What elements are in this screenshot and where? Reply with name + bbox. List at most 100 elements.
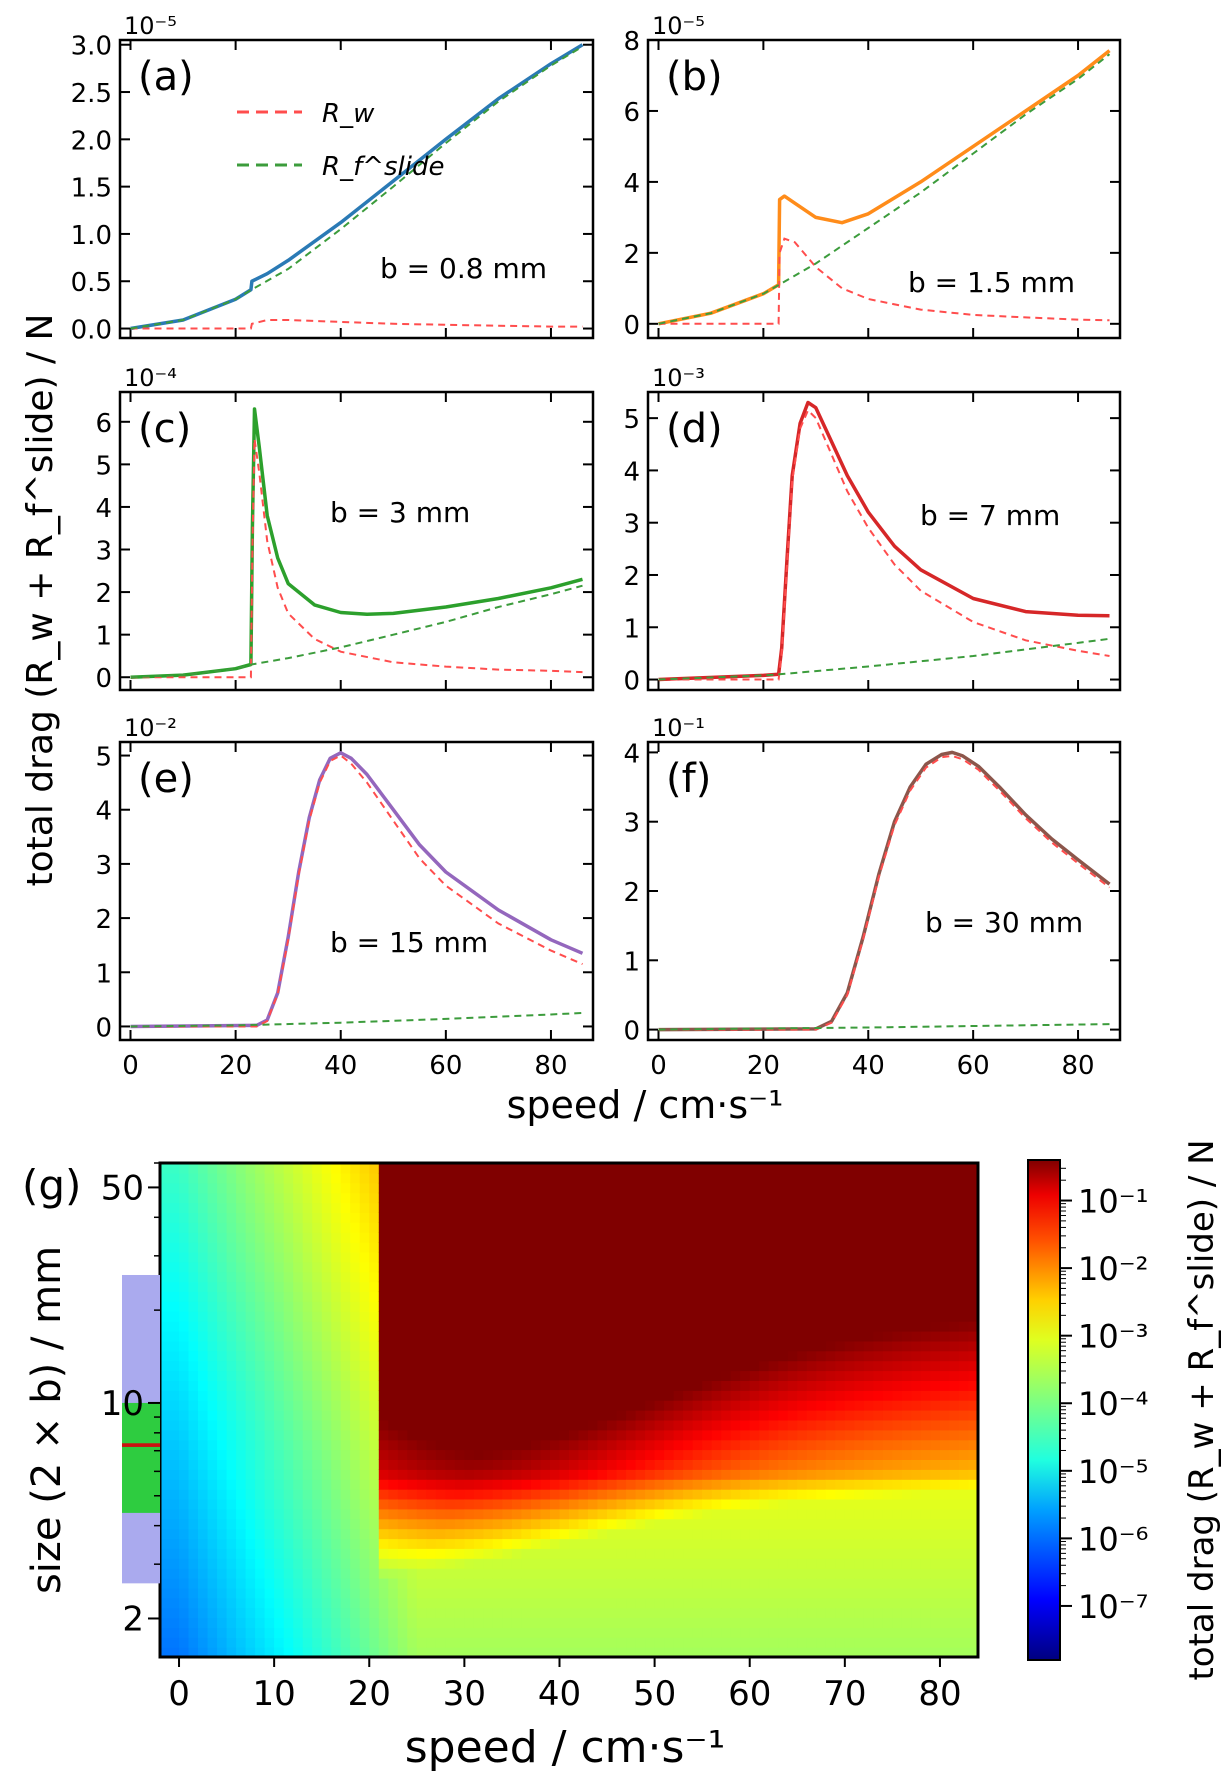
- heatmap-cell: [711, 1597, 722, 1609]
- heatmap-cell: [882, 1410, 893, 1421]
- heatmap-cell: [245, 1568, 256, 1579]
- heatmap-cell: [854, 1587, 865, 1599]
- heatmap-cell: [350, 1419, 361, 1431]
- heatmap-cell: [854, 1508, 865, 1520]
- heatmap-cell: [616, 1429, 627, 1441]
- heatmap-cell: [502, 1163, 513, 1174]
- heatmap-cell: [331, 1380, 342, 1391]
- heatmap-cell: [920, 1172, 931, 1184]
- heatmap-cell: [626, 1400, 637, 1411]
- heatmap-cell: [293, 1232, 304, 1243]
- heatmap-cell: [816, 1449, 827, 1460]
- heatmap-cell: [778, 1340, 789, 1352]
- heatmap-cell: [683, 1163, 694, 1174]
- heatmap-cell: [635, 1489, 646, 1500]
- heatmap-cell: [445, 1331, 456, 1342]
- heatmap-cell: [435, 1222, 446, 1233]
- heatmap-cell: [683, 1271, 694, 1283]
- heatmap-cell: [464, 1202, 475, 1213]
- heatmap-cell: [673, 1370, 684, 1381]
- heatmap-cell: [464, 1271, 475, 1283]
- heatmap-cell: [949, 1182, 960, 1194]
- heatmap-cell: [578, 1370, 589, 1381]
- heatmap-cell: [873, 1489, 884, 1500]
- heatmap-cell: [521, 1202, 532, 1213]
- heatmap-cell: [597, 1400, 608, 1411]
- heatmap-cell: [217, 1271, 228, 1283]
- heatmap-cell: [198, 1568, 209, 1579]
- heatmap-cell: [502, 1647, 513, 1657]
- heatmap-cell: [740, 1291, 751, 1302]
- heatmap-cell: [473, 1607, 484, 1619]
- heatmap-cell: [274, 1439, 285, 1451]
- heatmap-cell: [892, 1350, 903, 1362]
- heatmap-cell: [901, 1390, 912, 1401]
- heatmap-cell: [730, 1498, 741, 1510]
- heatmap-cell: [407, 1202, 418, 1213]
- heatmap-cell: [816, 1528, 827, 1540]
- heatmap-cell: [492, 1202, 503, 1213]
- heatmap-cell: [940, 1360, 951, 1372]
- heatmap-cell: [721, 1350, 732, 1362]
- heatmap-cell: [654, 1192, 665, 1204]
- heatmap-cell: [911, 1617, 922, 1628]
- heatmap-cell: [255, 1597, 266, 1609]
- heatmap-cell: [959, 1469, 970, 1480]
- heatmap-cell: [521, 1321, 532, 1332]
- heatmap-cell: [445, 1251, 456, 1263]
- heatmap-cell: [901, 1578, 912, 1589]
- heatmap-cell: [806, 1281, 817, 1293]
- heatmap-cell: [169, 1172, 180, 1184]
- heatmap-cell: [787, 1390, 798, 1401]
- heatmap-cell: [778, 1182, 789, 1194]
- heatmap-cell: [787, 1212, 798, 1223]
- heatmap-cell: [825, 1508, 836, 1520]
- heatmap-cell: [607, 1242, 618, 1253]
- heatmap-cell: [369, 1321, 380, 1332]
- heatmap-cell: [892, 1301, 903, 1312]
- heatmap-cell: [312, 1439, 323, 1451]
- heatmap-cell: [521, 1558, 532, 1569]
- heatmap-cell: [778, 1232, 789, 1243]
- heatmap-cell: [778, 1192, 789, 1204]
- heatmap-cell: [787, 1242, 798, 1253]
- panel-label: (f): [666, 756, 711, 802]
- heatmap-cell: [588, 1301, 599, 1312]
- heatmap-cell: [435, 1558, 446, 1569]
- heatmap-cell: [359, 1390, 370, 1401]
- heatmap-cell: [759, 1360, 770, 1372]
- heatmap-cell: [892, 1647, 903, 1657]
- heatmap-cell: [968, 1568, 978, 1579]
- heatmap-cell: [245, 1321, 256, 1332]
- xtick-label: 80: [918, 1674, 961, 1714]
- heatmap-cell: [959, 1518, 970, 1530]
- heatmap-cell: [255, 1578, 266, 1589]
- heatmap-cell: [531, 1222, 542, 1233]
- heatmap-cell: [968, 1410, 978, 1421]
- heatmap-cell: [473, 1232, 484, 1243]
- heatmap-cell: [835, 1360, 846, 1372]
- heatmap-cell: [169, 1212, 180, 1223]
- heatmap-cell: [759, 1617, 770, 1628]
- heatmap-cell: [559, 1232, 570, 1243]
- heatmap-cell: [882, 1419, 893, 1431]
- heatmap-cell: [502, 1242, 513, 1253]
- heatmap-cell: [721, 1617, 732, 1628]
- heatmap-cell: [778, 1627, 789, 1638]
- heatmap-cell: [844, 1291, 855, 1302]
- heatmap-cell: [940, 1251, 951, 1263]
- heatmap-cell: [654, 1400, 665, 1411]
- heatmap-cell: [645, 1558, 656, 1569]
- heatmap-cell: [578, 1232, 589, 1243]
- heatmap-cell: [854, 1212, 865, 1223]
- heatmap-cell: [388, 1647, 399, 1657]
- heatmap-cell: [198, 1281, 209, 1293]
- heatmap-cell: [169, 1439, 180, 1451]
- line-panels: 0.00.51.01.52.02.53.010⁻⁵(a)b = 0.8 mm02…: [71, 12, 1122, 1081]
- heatmap-cell: [454, 1192, 465, 1204]
- heatmap-cell: [492, 1163, 503, 1174]
- heatmap-cell: [255, 1202, 266, 1213]
- heatmap-cell: [407, 1459, 418, 1470]
- heatmap-cell: [464, 1192, 475, 1204]
- heatmap-cell: [797, 1340, 808, 1352]
